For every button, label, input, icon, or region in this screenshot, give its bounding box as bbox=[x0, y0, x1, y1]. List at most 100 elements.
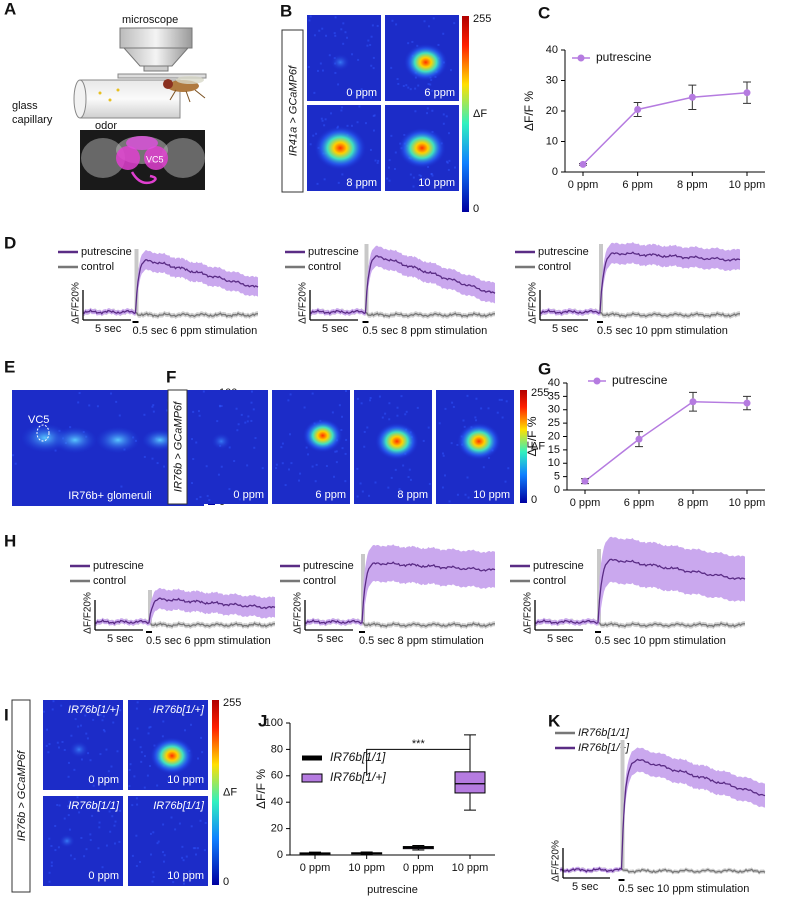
image-noise bbox=[449, 69, 452, 72]
image-noise bbox=[174, 828, 177, 831]
image-noise bbox=[73, 768, 76, 771]
image-noise bbox=[261, 467, 264, 470]
image-noise bbox=[311, 465, 314, 468]
image-noise bbox=[52, 700, 55, 703]
image-noise bbox=[156, 842, 159, 845]
image-noise bbox=[238, 498, 241, 501]
image-noise bbox=[163, 854, 166, 857]
trace-band bbox=[310, 245, 495, 317]
image-noise bbox=[245, 497, 248, 500]
image-noise bbox=[428, 482, 431, 485]
image-noise bbox=[369, 43, 372, 46]
image-noise bbox=[428, 25, 431, 28]
image-noise bbox=[147, 732, 150, 735]
image-noise bbox=[312, 134, 315, 137]
image-noise bbox=[394, 468, 397, 471]
image-noise bbox=[236, 429, 239, 432]
image-noise bbox=[58, 804, 61, 807]
image-noise bbox=[129, 763, 132, 766]
image-noise bbox=[321, 69, 324, 72]
glomerulus-outline bbox=[36, 424, 50, 442]
image-noise bbox=[202, 777, 205, 780]
image-noise bbox=[344, 452, 347, 455]
image-noise bbox=[334, 16, 337, 19]
image-noise bbox=[57, 846, 60, 849]
image-noise bbox=[244, 421, 247, 424]
significance-label: *** bbox=[412, 738, 426, 750]
image-noise bbox=[235, 407, 238, 410]
image-noise bbox=[456, 493, 459, 496]
genotype-label: IR76b > GCaMP6f bbox=[172, 401, 184, 492]
y-tick-label: 0 bbox=[277, 849, 283, 861]
image-noise bbox=[344, 390, 347, 393]
image-noise bbox=[246, 420, 249, 423]
image-noise bbox=[388, 159, 391, 162]
image-noise bbox=[89, 833, 92, 836]
image-noise bbox=[369, 396, 372, 399]
image-noise bbox=[162, 823, 165, 826]
image-noise bbox=[136, 803, 139, 806]
image-noise bbox=[363, 430, 366, 433]
image-noise bbox=[114, 820, 117, 823]
image-noise bbox=[83, 855, 86, 858]
image-noise bbox=[184, 806, 187, 809]
time-scale-label: 5 sec bbox=[547, 633, 574, 645]
colorbar-max: 255 bbox=[531, 387, 549, 399]
image-noise bbox=[92, 718, 95, 721]
image-noise bbox=[98, 826, 101, 829]
y-tick-label: 0 bbox=[552, 166, 558, 178]
image-noise bbox=[275, 463, 278, 466]
trace-line bbox=[309, 255, 496, 315]
time-scale-label: 5 sec bbox=[95, 323, 122, 335]
time-scale-label: 5 sec bbox=[572, 881, 599, 893]
image-noise bbox=[396, 414, 399, 417]
image-noise bbox=[128, 768, 131, 771]
image-noise bbox=[149, 832, 152, 835]
image-noise bbox=[334, 71, 337, 74]
image-noise bbox=[368, 494, 371, 497]
image-noise bbox=[70, 854, 73, 857]
trace-line bbox=[539, 251, 741, 315]
genotype-label: IR76b[1/1] bbox=[153, 800, 205, 812]
image-noise bbox=[480, 407, 483, 410]
image-noise bbox=[396, 77, 399, 80]
image-noise bbox=[342, 22, 345, 25]
image-noise bbox=[422, 178, 425, 181]
image-noise bbox=[247, 415, 250, 418]
trace-line bbox=[559, 758, 766, 873]
image-tile bbox=[128, 796, 208, 886]
image-noise bbox=[108, 810, 111, 813]
legend-label: putrescine bbox=[81, 246, 132, 258]
image-noise bbox=[356, 495, 359, 498]
image-noise bbox=[199, 819, 202, 822]
image-noise bbox=[438, 422, 441, 425]
image-noise bbox=[196, 847, 199, 850]
image-noise bbox=[67, 775, 70, 778]
stimulus-bar bbox=[597, 549, 601, 624]
image-noise bbox=[496, 411, 499, 414]
image-noise bbox=[88, 404, 91, 407]
y-tick-label: 80 bbox=[271, 743, 283, 755]
image-noise bbox=[152, 875, 155, 878]
image-noise bbox=[73, 857, 76, 860]
x-tick-label: 0 ppm bbox=[570, 497, 601, 509]
image-noise bbox=[501, 416, 504, 419]
image-noise bbox=[412, 185, 415, 188]
image-noise bbox=[337, 181, 340, 184]
image-noise bbox=[341, 415, 344, 418]
response-spot bbox=[403, 43, 448, 81]
image-noise bbox=[194, 853, 197, 856]
image-noise bbox=[217, 473, 220, 476]
image-noise bbox=[325, 465, 328, 468]
y-tick-label: 20 bbox=[546, 105, 558, 117]
panel-letter: C bbox=[538, 3, 550, 22]
image-noise bbox=[200, 736, 203, 739]
legend-label: IR76b[1/+] bbox=[578, 742, 630, 754]
image-noise bbox=[341, 106, 344, 109]
image-noise bbox=[109, 830, 112, 833]
colorbar bbox=[462, 16, 469, 212]
trace-line bbox=[304, 561, 496, 625]
image-noise bbox=[414, 110, 417, 113]
dose-label: 8 ppm bbox=[397, 489, 428, 501]
image-noise bbox=[133, 775, 136, 778]
